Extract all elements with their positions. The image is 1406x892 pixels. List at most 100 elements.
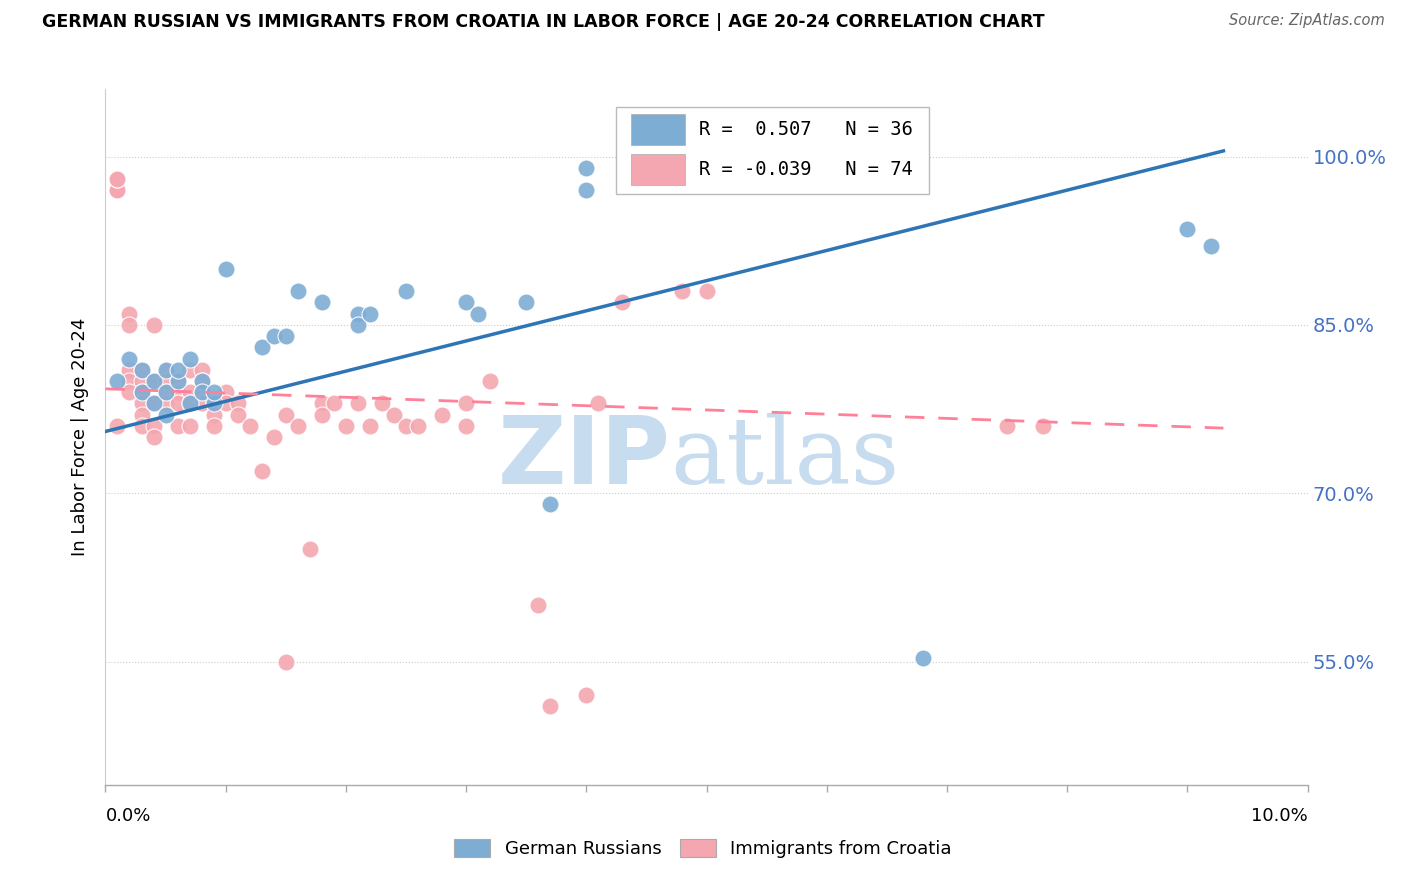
Point [179,418,201,433]
Point [406,418,429,433]
Text: 10.0%: 10.0% [1251,807,1308,825]
Point [671,284,693,298]
Point [131,363,153,377]
Point [298,542,321,557]
Point [382,408,405,422]
Point [155,385,177,400]
Point [371,396,394,410]
Point [214,385,236,400]
Point [166,396,188,410]
Point [287,284,309,298]
Point [155,408,177,422]
Point [359,307,381,321]
Point [190,374,212,388]
Text: GERMAN RUSSIAN VS IMMIGRANTS FROM CROATIA IN LABOR FORCE | AGE 20-24 CORRELATION: GERMAN RUSSIAN VS IMMIGRANTS FROM CROATI… [42,13,1045,31]
Point [527,599,550,613]
Point [190,374,212,388]
Point [1201,239,1223,253]
Point [538,699,561,714]
Point [166,385,188,400]
Point [359,418,381,433]
Point [131,385,153,400]
Point [214,396,236,410]
Text: R = -0.039   N = 74: R = -0.039 N = 74 [699,160,912,178]
Point [467,307,489,321]
Point [155,363,177,377]
Point [107,172,129,186]
Point [166,374,188,388]
Point [131,418,153,433]
Point [179,385,201,400]
Point [538,497,561,511]
Point [202,418,225,433]
Point [142,396,165,410]
Point [179,396,201,410]
Point [347,396,370,410]
Point [395,284,418,298]
Point [131,385,153,400]
Point [190,396,212,410]
Point [911,651,934,665]
Point [239,418,262,433]
Point [335,418,357,433]
Point [347,318,370,332]
Point [322,396,344,410]
Bar [631,153,685,185]
Point [190,385,212,400]
Point [250,340,273,354]
Point [202,385,225,400]
Point [226,396,249,410]
Text: ZIP: ZIP [498,412,671,504]
Bar [631,114,685,145]
Y-axis label: In Labor Force | Age 20-24: In Labor Force | Age 20-24 [72,318,90,557]
Point [214,261,236,276]
Point [155,374,177,388]
Point [347,307,370,321]
Point [131,374,153,388]
Point [142,396,165,410]
Point [142,430,165,444]
Point [696,284,718,298]
Point [575,183,598,197]
Point [155,363,177,377]
Point [142,418,165,433]
Point [202,396,225,410]
Text: R =  0.507   N = 36: R = 0.507 N = 36 [699,120,912,139]
Text: atlas: atlas [671,413,900,503]
Point [250,464,273,478]
Point [395,418,418,433]
Point [142,374,165,388]
Point [166,374,188,388]
Point [202,396,225,410]
Point [179,363,201,377]
Point [274,408,297,422]
Point [287,418,309,433]
Point [454,396,477,410]
Point [430,408,453,422]
Point [131,408,153,422]
Point [118,351,141,366]
Point [190,363,212,377]
Point [454,295,477,310]
Point [107,183,129,197]
Point [588,396,610,410]
Legend: German Russians, Immigrants from Croatia: German Russians, Immigrants from Croatia [447,831,959,865]
Point [118,374,141,388]
Point [118,307,141,321]
Point [995,418,1018,433]
Point [107,183,129,197]
Point [274,655,297,669]
Point [202,408,225,422]
Point [612,295,634,310]
Point [1175,222,1198,236]
Point [1032,418,1054,433]
Point [107,418,129,433]
Point [155,385,177,400]
Text: Source: ZipAtlas.com: Source: ZipAtlas.com [1229,13,1385,29]
Point [166,418,188,433]
Point [131,363,153,377]
Point [575,688,598,702]
Point [107,172,129,186]
Point [575,161,598,175]
Point [118,318,141,332]
